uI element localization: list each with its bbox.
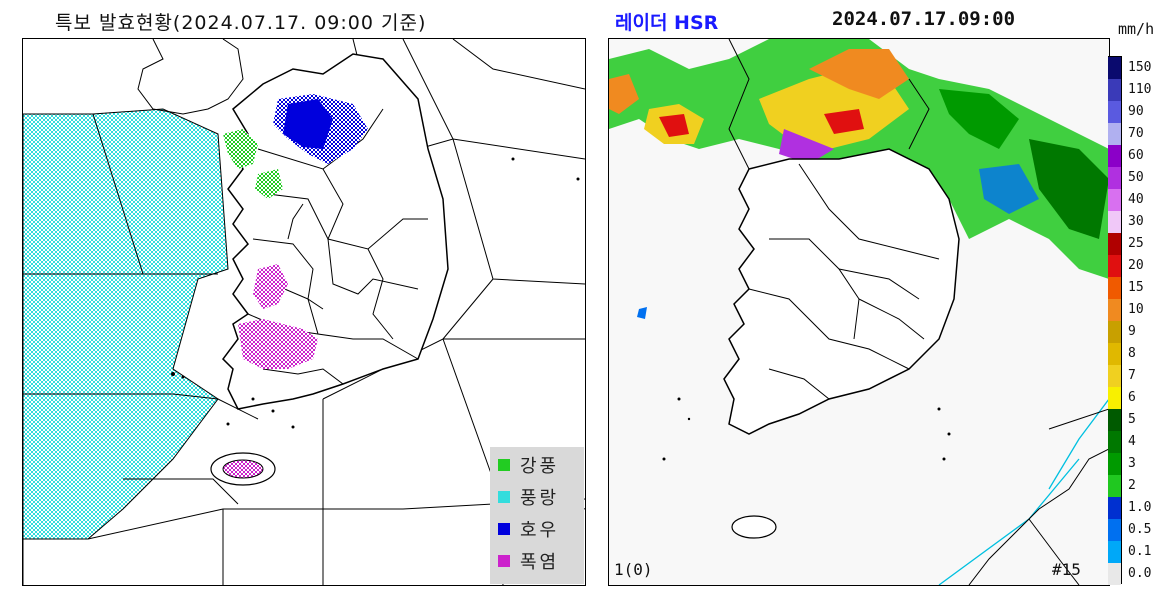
- jeju-island: [222, 459, 264, 479]
- legend-item-heavy-rain: 호우: [498, 517, 559, 541]
- scale-swatch: [1108, 233, 1121, 255]
- scale-swatch: [1108, 519, 1121, 541]
- scale-label: 150: [1128, 60, 1152, 75]
- scale-label: 50: [1128, 170, 1144, 185]
- scale-swatch: [1108, 541, 1121, 563]
- scale-label: 7: [1128, 368, 1136, 383]
- scale-label: 70: [1128, 126, 1144, 141]
- legend-item-wind-wave: 풍랑: [498, 485, 559, 509]
- scale-label: 30: [1128, 214, 1144, 229]
- radar-product-title: 레이더 HSR: [615, 12, 719, 34]
- scale-swatch: [1108, 145, 1121, 167]
- scale-label: 60: [1128, 148, 1144, 163]
- scale-swatch: [1108, 453, 1121, 475]
- west-sea-zone: [23, 108, 229, 540]
- radar-islands: [662, 397, 951, 461]
- legend-item-heat-wave: 폭염: [498, 549, 559, 573]
- heat-wave-area-1: [253, 264, 288, 309]
- legend-label: 강풍: [520, 456, 560, 477]
- scale-swatch: [1108, 211, 1121, 233]
- scale-label: 25: [1128, 236, 1144, 251]
- precipitation-echoes: [609, 39, 1109, 319]
- scale-swatch: [1108, 123, 1121, 145]
- islands: [171, 157, 580, 429]
- scale-swatch: [1108, 563, 1121, 585]
- swatch-icon: [498, 523, 510, 535]
- legend-item-strong-wind: 강풍: [498, 453, 559, 477]
- scale-label: 0.1: [1128, 544, 1152, 559]
- scale-swatch: [1108, 409, 1121, 431]
- radar-frame-label: #15: [1052, 560, 1081, 579]
- scale-label: 3: [1128, 456, 1136, 471]
- scale-swatch: [1108, 387, 1121, 409]
- heavy-rain-area-dense: [283, 99, 333, 149]
- scale-label: 6: [1128, 390, 1136, 405]
- scale-label: 90: [1128, 104, 1144, 119]
- scale-label: 40: [1128, 192, 1144, 207]
- scale-swatch: [1108, 431, 1121, 453]
- radar-timestamp: 2024.07.17.09:00: [832, 8, 1016, 30]
- scale-label: 0.0: [1128, 566, 1152, 581]
- scale-label: 15: [1128, 280, 1144, 295]
- warning-legend: 강풍 풍랑 호우 폭염: [490, 447, 584, 584]
- scale-label: 1.0: [1128, 500, 1152, 515]
- scale-swatch: [1108, 365, 1121, 387]
- radar-jeju: [731, 515, 777, 539]
- strong-wind-area-2: [255, 169, 283, 199]
- scale-swatch: [1108, 167, 1121, 189]
- weather-warning-map: [22, 38, 586, 586]
- rain-rate-scale: [1108, 56, 1122, 585]
- strong-wind-area-1: [223, 129, 258, 169]
- scale-swatch: [1108, 101, 1121, 123]
- scale-label: 10: [1128, 302, 1144, 317]
- radar-map-canvas: [609, 39, 1109, 585]
- scale-swatch: [1108, 497, 1121, 519]
- radar-map: [608, 38, 1110, 586]
- scale-label: 110: [1128, 82, 1152, 97]
- scale-label: 9: [1128, 324, 1136, 339]
- legend-label: 호우: [520, 520, 560, 541]
- scale-swatch: [1108, 79, 1121, 101]
- scale-swatch: [1108, 255, 1121, 277]
- warning-map-canvas: [23, 39, 585, 585]
- swatch-icon: [498, 555, 510, 567]
- swatch-icon: [498, 491, 510, 503]
- scale-label: 4: [1128, 434, 1136, 449]
- scale-label: 2: [1128, 478, 1136, 493]
- scale-label: 8: [1128, 346, 1136, 361]
- scale-label: 20: [1128, 258, 1144, 273]
- scale-label: 5: [1128, 412, 1136, 427]
- warning-map-title: 특보 발효현황(2024.07.17. 09:00 기준): [55, 12, 427, 34]
- scale-swatch: [1108, 475, 1121, 497]
- heat-wave-area-2: [238, 319, 318, 369]
- swatch-icon: [498, 459, 510, 471]
- scale-swatch: [1108, 189, 1121, 211]
- scale-swatch: [1108, 299, 1121, 321]
- scale-swatch: [1108, 321, 1121, 343]
- radar-province-borders: [728, 39, 940, 400]
- radar-peninsula-land: [723, 148, 960, 435]
- scale-swatch: [1108, 277, 1121, 299]
- scale-swatch: [1108, 57, 1121, 79]
- mainland-coast: [137, 39, 244, 115]
- legend-label: 풍랑: [520, 488, 560, 509]
- radar-status-label: 1(0): [614, 560, 653, 579]
- legend-label: 폭염: [520, 552, 560, 573]
- scale-swatch: [1108, 343, 1121, 365]
- scale-unit: mm/h: [1118, 20, 1155, 38]
- peninsula-land: [222, 53, 449, 410]
- scale-label: 0.5: [1128, 522, 1152, 537]
